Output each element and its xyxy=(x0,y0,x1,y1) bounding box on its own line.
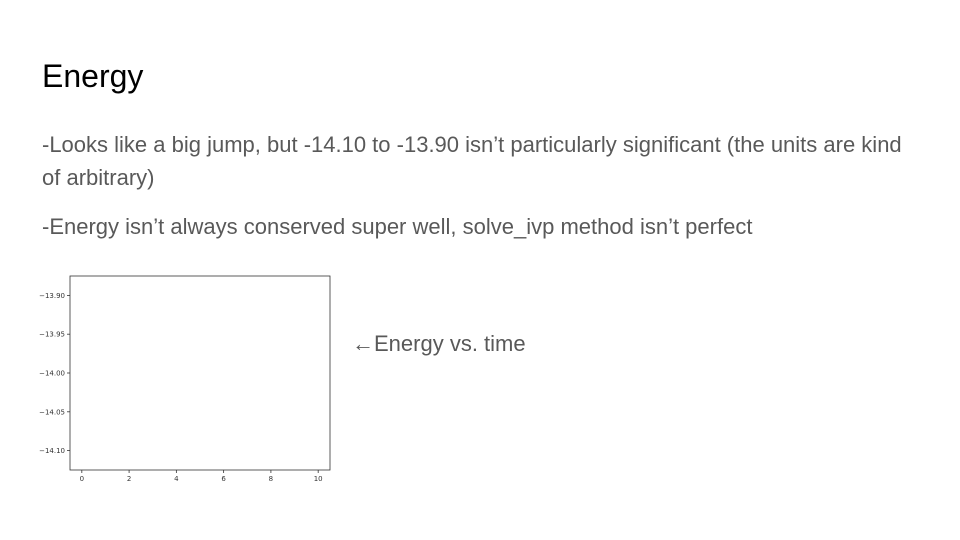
plot-frame xyxy=(69,275,331,471)
x-tick-label: 8 xyxy=(269,475,273,483)
x-tick-label: 0 xyxy=(80,475,84,483)
y-tick-label: −13.95 xyxy=(39,331,65,339)
y-tick-label: −14.00 xyxy=(39,370,65,378)
x-tick-label: 4 xyxy=(174,475,179,483)
y-tick-label: −13.90 xyxy=(39,292,65,300)
energy-chart-svg: −13.90 −13.95 −14.00 −14.05 −14.10 0 2 4 6 8 10 xyxy=(39,275,331,483)
y-axis-ticks: −13.90 −13.95 −14.00 −14.05 −14.10 xyxy=(39,292,70,455)
y-tick-label: −14.05 xyxy=(39,408,65,416)
energy-chart: −13.90 −13.95 −14.00 −14.05 −14.10 0 2 4 6 8 10 xyxy=(32,270,334,490)
y-tick-label: −14.10 xyxy=(39,447,65,455)
x-axis-ticks: 0 2 4 6 8 10 xyxy=(80,470,323,483)
bullet-2: -Energy isn’t always conserved super wel… xyxy=(42,214,753,239)
slide-title: Energy xyxy=(42,58,144,94)
x-tick-label: 2 xyxy=(127,475,131,483)
bullet-1: -Looks like a big jump, but -14.10 to -1… xyxy=(42,132,902,190)
x-tick-label: 6 xyxy=(221,475,226,483)
chart-annotation: ←Energy vs. time xyxy=(352,331,526,356)
x-tick-label: 10 xyxy=(314,475,323,483)
slide-body: -Looks like a big jump, but -14.10 to -1… xyxy=(42,128,922,259)
